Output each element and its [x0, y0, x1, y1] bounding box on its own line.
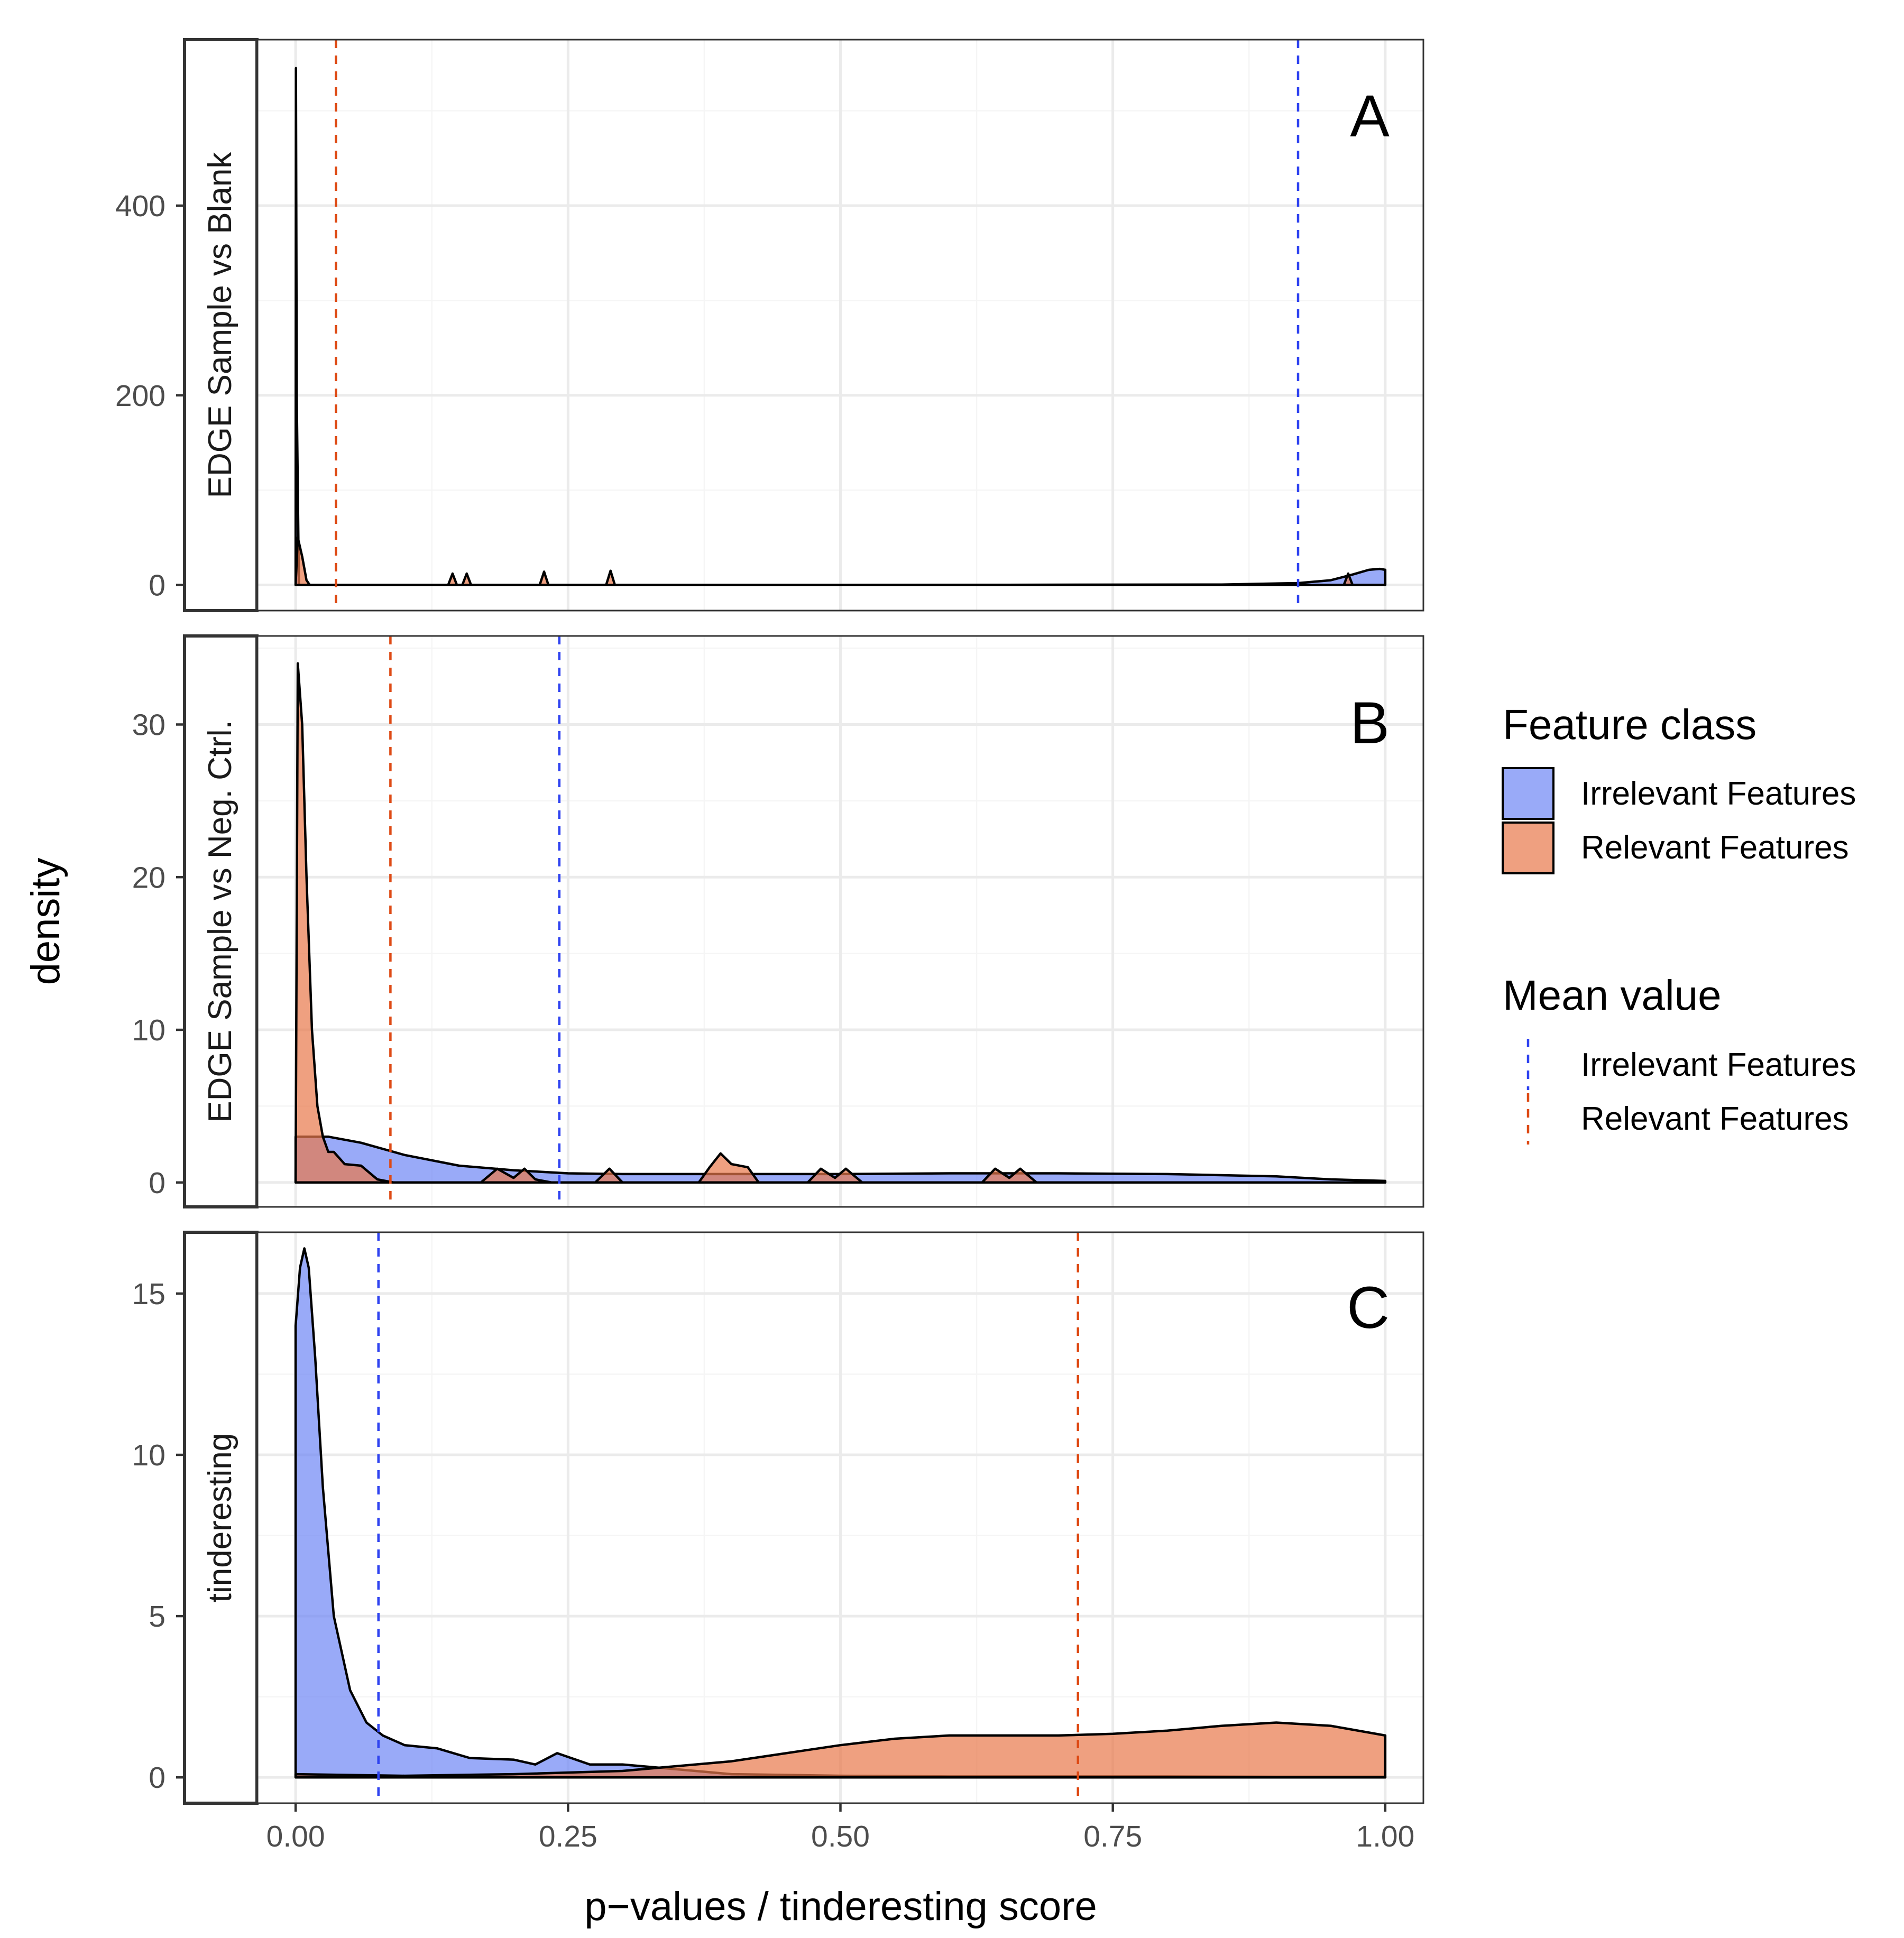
panel-c-relevant-density: [294, 1721, 1387, 1779]
strip-a: [183, 38, 259, 612]
y-tick-label: 400: [115, 189, 165, 223]
panel-c: tinderesting C 0 5 10 15: [132, 1231, 1424, 1805]
legend-line-title: Mean value: [1503, 972, 1722, 1019]
panel-b-border: [256, 635, 1424, 1208]
y-tick-label: 200: [115, 379, 165, 413]
x-axis-title: p−values / tinderesting score: [584, 1884, 1097, 1929]
legend-fill-relevant-label: Relevant Features: [1581, 829, 1849, 866]
y-tick-label: 0: [149, 1166, 165, 1200]
strip-c-label: tinderesting: [202, 1433, 238, 1603]
strip-c: [183, 1231, 259, 1805]
x-tick-label: 0.00: [266, 1820, 325, 1853]
panel-a: EDGE Sample vs Blank A 0 200 400: [115, 38, 1424, 612]
y-tick-label: 0: [149, 1761, 165, 1795]
legend-swatch-relevant: [1502, 822, 1555, 874]
legend-line-relevant-label: Relevant Features: [1581, 1101, 1849, 1137]
panel-b-letter: B: [1350, 690, 1390, 756]
panel-c-letter: C: [1347, 1275, 1390, 1341]
strip-b: [183, 634, 259, 1208]
y-tick-label: 10: [132, 1438, 165, 1472]
legend-swatch-irrelevant: [1502, 767, 1555, 820]
legend-fill-irrelevant-label: Irrelevant Features: [1581, 776, 1856, 812]
y-tick-label: 15: [132, 1277, 165, 1311]
y-tick-label: 20: [132, 861, 165, 894]
y-tick-label: 5: [149, 1600, 165, 1634]
strip-b-label: EDGE Sample vs Neg. Ctrl.: [202, 720, 238, 1122]
y-tick-label: 0: [149, 569, 165, 603]
x-tick-label: 0.50: [811, 1820, 870, 1853]
panel-a-irrelevant-density: [294, 67, 1387, 586]
legend-fill-title: Feature class: [1503, 701, 1756, 748]
x-tick-label: 1.00: [1356, 1820, 1414, 1853]
legend: Feature class Irrelevant Features Releva…: [1502, 701, 1856, 1145]
panel-b: EDGE Sample vs Neg. Ctrl. B 0 10 20 30: [132, 634, 1424, 1208]
x-tick-label: 0.25: [539, 1820, 597, 1853]
y-tick-label: 10: [132, 1013, 165, 1047]
strip-a-label: EDGE Sample vs Blank: [202, 152, 238, 499]
panel-a-border: [256, 39, 1424, 612]
panel-a-letter: A: [1350, 83, 1390, 149]
y-axis-title: density: [23, 858, 68, 985]
legend-line-irrelevant-label: Irrelevant Features: [1581, 1047, 1856, 1083]
x-tick-label: 0.75: [1083, 1820, 1142, 1853]
panel-b-irrelevant-density: [294, 1135, 1387, 1184]
y-tick-label: 30: [132, 708, 165, 742]
panel-a-relevant-density: [294, 536, 1387, 586]
x-axis: 0.00 0.25 0.50 0.75 1.00: [266, 1803, 1414, 1853]
panel-b-relevant-density: [294, 662, 1387, 1184]
